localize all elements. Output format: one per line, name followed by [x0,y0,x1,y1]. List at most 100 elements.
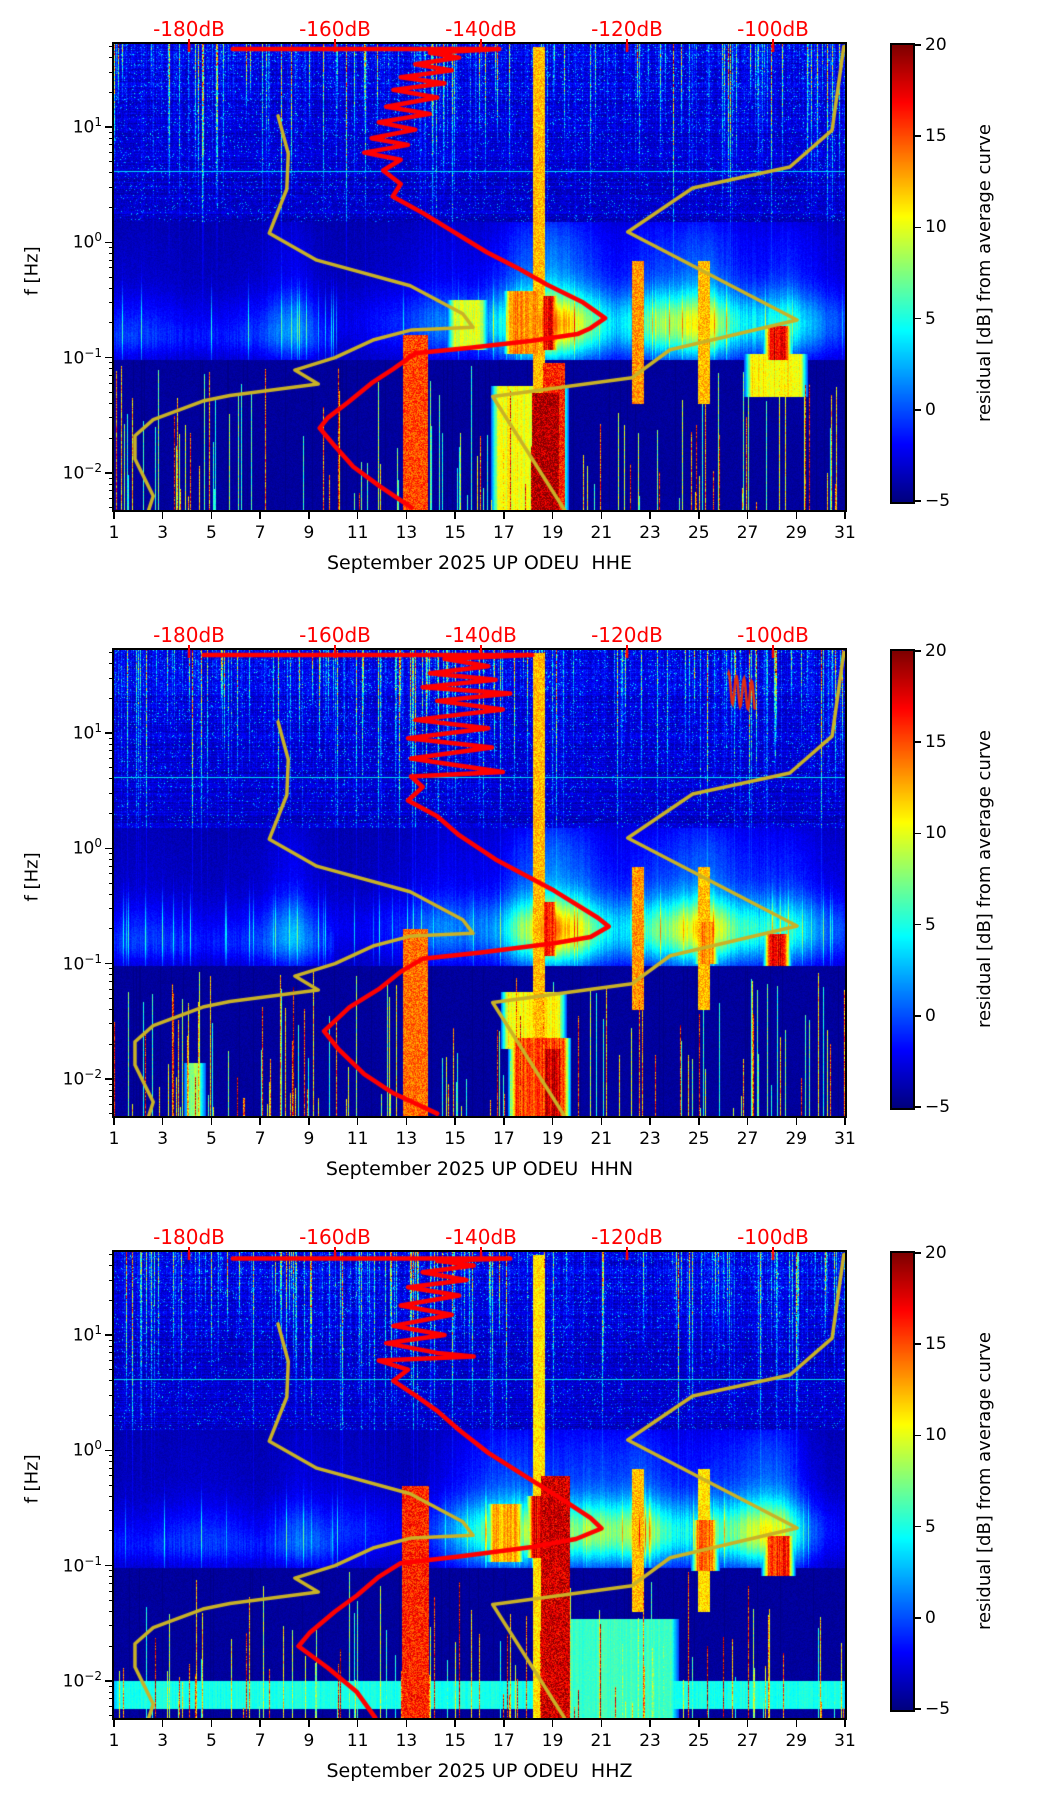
y-minor-tick [109,1008,113,1010]
y-minor-tick [109,322,113,324]
y-tick [105,472,112,474]
panel-title: September 2025 UP ODEU HHZ [326,1760,633,1782]
y-minor-tick [109,247,113,249]
x-tick [746,1720,749,1727]
x-tick [746,512,749,519]
x-tick-label: 17 [493,1731,515,1751]
x-tick [259,512,261,519]
x-tick [551,1720,554,1727]
colorbar-tick [915,409,921,411]
x-tick [161,1720,164,1727]
y-minor-tick [109,259,113,261]
x-tick [649,1118,651,1125]
top-db-tick [479,645,483,650]
x-tick-label: 29 [785,1129,808,1149]
x-tick [113,512,115,519]
x-tick [405,512,408,519]
y-minor-tick [109,1705,113,1707]
y-minor-tick [109,792,113,794]
y-minor-tick [109,1113,113,1115]
y-minor-tick [109,778,113,780]
y-minor-tick [109,997,113,999]
x-tick-label: 3 [157,523,169,543]
y-minor-tick [109,1360,113,1362]
colorbar-tick [915,1525,921,1528]
x-tick-label: 23 [639,1731,661,1751]
colorbar-label: residual [dB] from average curve [973,1332,995,1631]
y-minor-tick [109,497,113,499]
y-tick [105,1449,112,1452]
x-tick [356,1720,359,1727]
y-minor-tick [109,417,113,419]
colorbar-tick [915,1106,921,1108]
colorbar-tick-label: 15 [925,1334,947,1355]
y-minor-tick [109,980,113,982]
x-tick-label: 5 [206,523,217,543]
x-tick [649,512,651,519]
y-minor-tick [109,437,113,439]
y-minor-tick [109,1645,113,1647]
y-minor-tick [109,1495,113,1497]
top-db-tick [479,39,483,44]
x-tick [113,1720,115,1727]
y-minor-tick [109,1394,113,1396]
x-tick [649,1720,651,1727]
colorbar-tick [915,1343,921,1345]
x-tick-label: 19 [541,523,564,543]
colorbar-canvas [892,45,913,502]
x-tick [259,1118,261,1125]
y-minor-tick [109,1590,113,1592]
y-minor-tick [109,1691,113,1693]
y-minor-tick [109,663,113,665]
colorbar-tick [915,317,921,320]
colorbar-tick-label: 20 [925,35,947,55]
x-tick-label: 3 [157,1129,169,1149]
x-tick [259,1720,261,1727]
x-tick-label: 1 [108,523,120,543]
x-tick [844,512,846,519]
y-axis-label: f [Hz] [21,1454,43,1504]
x-tick-label: 13 [395,1731,418,1751]
colorbar-tick-label: 20 [925,1243,947,1263]
y-minor-tick [109,767,113,769]
x-tick [405,1118,408,1125]
colorbar-label: residual [dB] from average curve [973,124,995,423]
y-minor-tick [109,697,113,699]
colorbar-tick-label: −5 [925,1699,951,1719]
y-tick-label: 10−2 [62,1668,102,1692]
y-tick-label: 10−1 [62,1553,102,1577]
x-tick-label: 5 [206,1129,217,1149]
y-minor-tick [109,1467,113,1469]
colorbar-tick [915,500,921,502]
y-minor-tick [109,1455,113,1457]
x-tick-label: 7 [254,523,266,543]
x-tick [210,1720,213,1727]
colorbar-tick-label: 15 [925,732,947,753]
y-minor-tick [109,1610,113,1612]
top-db-tick [187,645,191,650]
y-minor-tick [109,858,113,860]
x-tick [746,1118,749,1125]
colorbar-tick-label: −5 [925,491,951,511]
colorbar-tick-label: 10 [925,1425,947,1446]
x-tick-label: 31 [834,523,856,543]
top-db-tick [187,39,191,44]
y-minor-tick [109,1345,113,1347]
x-tick [698,512,700,519]
y-minor-tick [109,1096,113,1098]
x-tick [795,512,798,519]
x-tick-label: 1 [108,1129,120,1149]
y-minor-tick [109,1484,113,1486]
colorbar-canvas [892,651,913,1108]
colorbar-tick-label: 5 [925,914,936,935]
y-minor-tick [109,1253,113,1255]
spectrogram-canvas-hhz [114,1252,845,1718]
y-minor-tick [109,402,113,404]
colorbar-tick-label: 5 [925,308,936,329]
colorbar-label: residual [dB] from average curve [973,730,995,1029]
x-tick [795,1118,798,1125]
y-minor-tick [109,477,113,479]
y-minor-tick [109,651,113,653]
y-minor-tick [109,302,113,304]
colorbar-tick-label: 5 [925,1516,936,1537]
